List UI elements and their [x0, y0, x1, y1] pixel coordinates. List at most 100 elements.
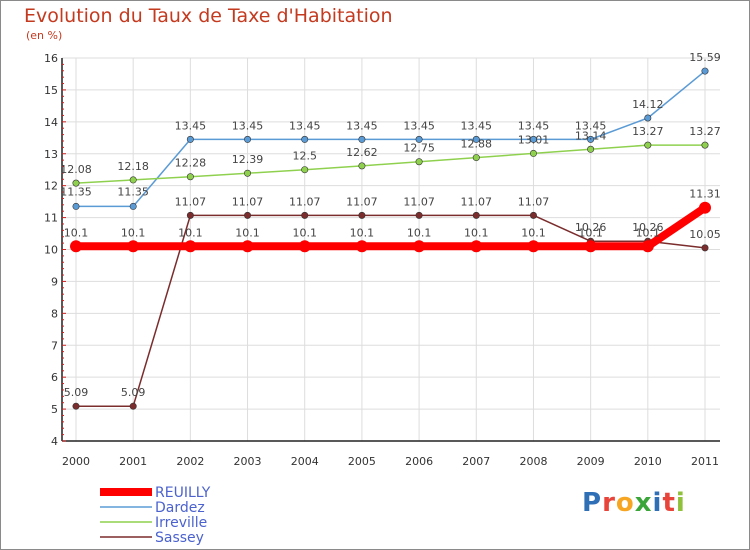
proxiti-logo: Proxiti — [582, 488, 686, 518]
data-point — [244, 211, 252, 219]
data-point — [72, 402, 80, 410]
data-point — [644, 114, 652, 122]
data-label: 11.07 — [518, 195, 550, 208]
series-group — [70, 67, 711, 410]
data-point — [129, 176, 137, 184]
data-point — [301, 166, 309, 174]
data-point — [127, 240, 140, 253]
data-point — [301, 135, 309, 143]
data-point — [472, 135, 480, 143]
logo-letter: i — [652, 488, 663, 518]
data-point — [358, 211, 366, 219]
y-tick-label: 10 — [44, 244, 58, 257]
data-point — [70, 240, 82, 253]
data-label: 12.08 — [60, 163, 92, 176]
x-tick-label: 2004 — [291, 455, 319, 468]
y-tick-label: 13 — [44, 148, 58, 161]
x-tick-label: 2008 — [519, 455, 547, 468]
legend-label-dardez: Dardez — [155, 500, 205, 516]
legend-label-irreville: Irreville — [155, 515, 207, 531]
data-label: 10.1 — [64, 226, 89, 239]
data-point — [415, 135, 423, 143]
data-label: 12.18 — [117, 160, 149, 173]
data-label: 10.1 — [235, 226, 260, 239]
y-tick-label: 8 — [51, 307, 58, 320]
data-point — [472, 154, 480, 162]
data-label: 11.07 — [346, 195, 378, 208]
data-point — [301, 211, 309, 219]
data-label: 11.31 — [689, 188, 721, 201]
data-point — [413, 240, 426, 253]
data-label: 10.1 — [121, 226, 146, 239]
data-label: 13.27 — [632, 125, 664, 138]
data-label: 10.26 — [632, 221, 664, 234]
data-point — [587, 135, 595, 143]
data-label: 10.05 — [689, 228, 721, 241]
y-tick-label: 14 — [44, 116, 58, 129]
data-label: 10.1 — [407, 226, 432, 239]
data-label: 13.27 — [689, 125, 721, 138]
data-label: 12.75 — [403, 142, 435, 155]
x-tick-label: 2005 — [348, 455, 376, 468]
y-tick-label: 11 — [44, 212, 58, 225]
data-point — [701, 244, 709, 252]
data-label: 13.45 — [289, 119, 321, 132]
data-point — [701, 67, 709, 75]
data-point — [241, 240, 254, 253]
y-tick-label: 16 — [44, 52, 58, 65]
y-tick-label: 6 — [51, 371, 58, 384]
y-tick-label: 5 — [51, 403, 58, 416]
data-label: 14.12 — [632, 98, 664, 111]
unit-label: (en %) — [26, 29, 63, 42]
data-label: 11.07 — [403, 195, 435, 208]
data-point — [298, 240, 311, 253]
data-point — [244, 135, 252, 143]
data-labels: 10.1 10.1 10.1 10.1 10.1 10.1 10.1 10.1 10.1 10.1… — [60, 51, 721, 399]
data-label: 11.07 — [289, 195, 321, 208]
logo-letter: t — [662, 488, 676, 518]
x-tick-label: 2006 — [405, 455, 433, 468]
data-point — [72, 179, 80, 187]
data-point — [529, 149, 537, 157]
data-label: 12.28 — [175, 157, 207, 170]
data-point — [641, 240, 654, 253]
data-label: 13.14 — [575, 129, 607, 142]
data-point — [129, 202, 137, 210]
chart-title: Evolution du Taux de Taxe d'Habitation — [24, 5, 393, 27]
y-axis-ticks: 4 5 6 7 8 9 10 11 12 13 14 15 16 — [44, 52, 58, 448]
x-tick-label: 2003 — [234, 455, 262, 468]
data-label: 12.39 — [232, 153, 264, 166]
legend-label-reuilly: REUILLY — [155, 485, 211, 501]
data-label: 10.26 — [575, 221, 607, 234]
data-point — [587, 145, 595, 153]
data-label: 12.62 — [346, 146, 378, 159]
data-label: 11.35 — [117, 185, 149, 198]
x-tick-label: 2000 — [62, 455, 90, 468]
y-tick-label: 7 — [51, 339, 58, 352]
x-tick-label: 2002 — [176, 455, 204, 468]
data-label: 10.1 — [521, 226, 546, 239]
logo-letter: o — [615, 488, 635, 518]
x-tick-label: 2010 — [634, 455, 662, 468]
y-tick-label: 12 — [44, 180, 58, 193]
logo-letter: r — [602, 488, 616, 518]
data-point — [358, 135, 366, 143]
x-tick-label: 2007 — [462, 455, 490, 468]
data-point — [129, 402, 137, 410]
data-point — [358, 162, 366, 170]
data-point — [472, 211, 480, 219]
x-tick-label: 2011 — [691, 455, 719, 468]
data-label: 13.45 — [461, 119, 493, 132]
axes — [61, 58, 720, 442]
series-line-irreville — [75, 144, 706, 184]
data-point — [529, 135, 537, 143]
x-tick-label: 2009 — [577, 455, 605, 468]
y-tick-label: 4 — [51, 435, 58, 448]
data-label: 10.1 — [178, 226, 203, 239]
data-point — [186, 173, 194, 181]
data-label: 10.1 — [636, 226, 661, 239]
data-point — [186, 135, 194, 143]
data-label: 13.45 — [403, 119, 435, 132]
data-label: 10.1 — [350, 226, 375, 239]
data-label: 5.09 — [121, 386, 146, 399]
